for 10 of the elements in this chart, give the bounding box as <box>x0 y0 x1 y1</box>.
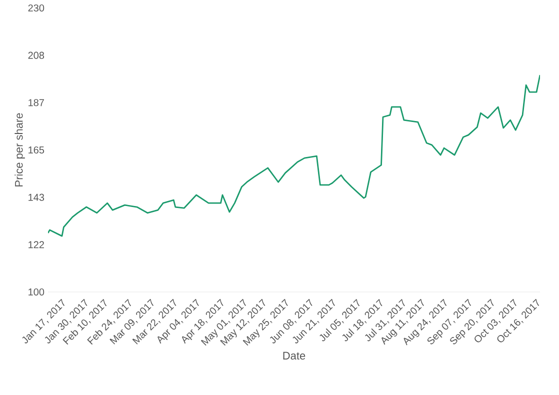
y-tick-label: 187 <box>28 99 44 106</box>
y-tick-label: 122 <box>28 241 44 248</box>
line-series <box>48 74 540 237</box>
x-axis-title: Date <box>283 352 306 360</box>
y-axis-title: Price per share <box>14 113 25 186</box>
y-tick-label: 230 <box>28 4 44 12</box>
y-tick-label: 100 <box>28 288 44 296</box>
y-tick-label: 165 <box>28 146 44 154</box>
y-tick-label: 143 <box>28 194 44 201</box>
y-tick-label: 208 <box>28 52 44 59</box>
